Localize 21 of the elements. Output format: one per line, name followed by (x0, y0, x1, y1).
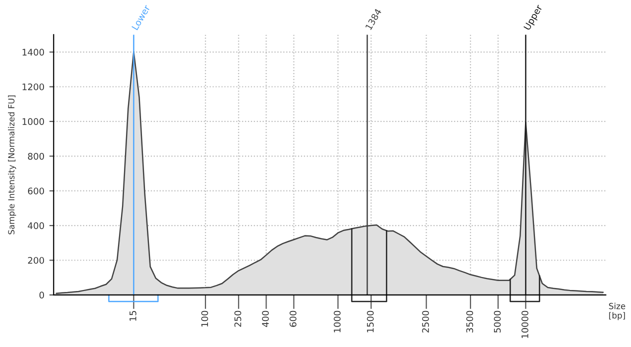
x-tick-label: 1500 (366, 310, 374, 332)
x-tick-label: 1000 (334, 310, 341, 332)
x-tick-label: 5000 (494, 310, 501, 333)
x-axis-title: Size [bp] (609, 302, 626, 320)
y-tick-label: 400 (28, 222, 44, 230)
x-tick-label: 100 (201, 310, 208, 326)
x-tick-label: 10000 (521, 310, 528, 338)
y-tick-label: 600 (28, 188, 44, 194)
y-tick-label: 1200 (22, 83, 44, 90)
x-tick-label: 250 (234, 310, 242, 327)
y-tick-label: 1400 (22, 48, 44, 56)
y-tick-label: 800 (28, 152, 44, 160)
x-tick-label: 15 (130, 311, 136, 321)
x-tick-label: 600 (290, 310, 296, 327)
y-tick-label: 200 (28, 256, 44, 264)
y-axis-title: Sample Intensity [Normalized FU] (8, 95, 16, 234)
x-tick-label: 400 (262, 310, 269, 328)
y-tick-label: 0 (39, 292, 44, 299)
y-tick-label: 1000 (22, 118, 44, 126)
x-tick-label: 3500 (466, 310, 474, 333)
x-tick-label: 2500 (422, 310, 429, 333)
